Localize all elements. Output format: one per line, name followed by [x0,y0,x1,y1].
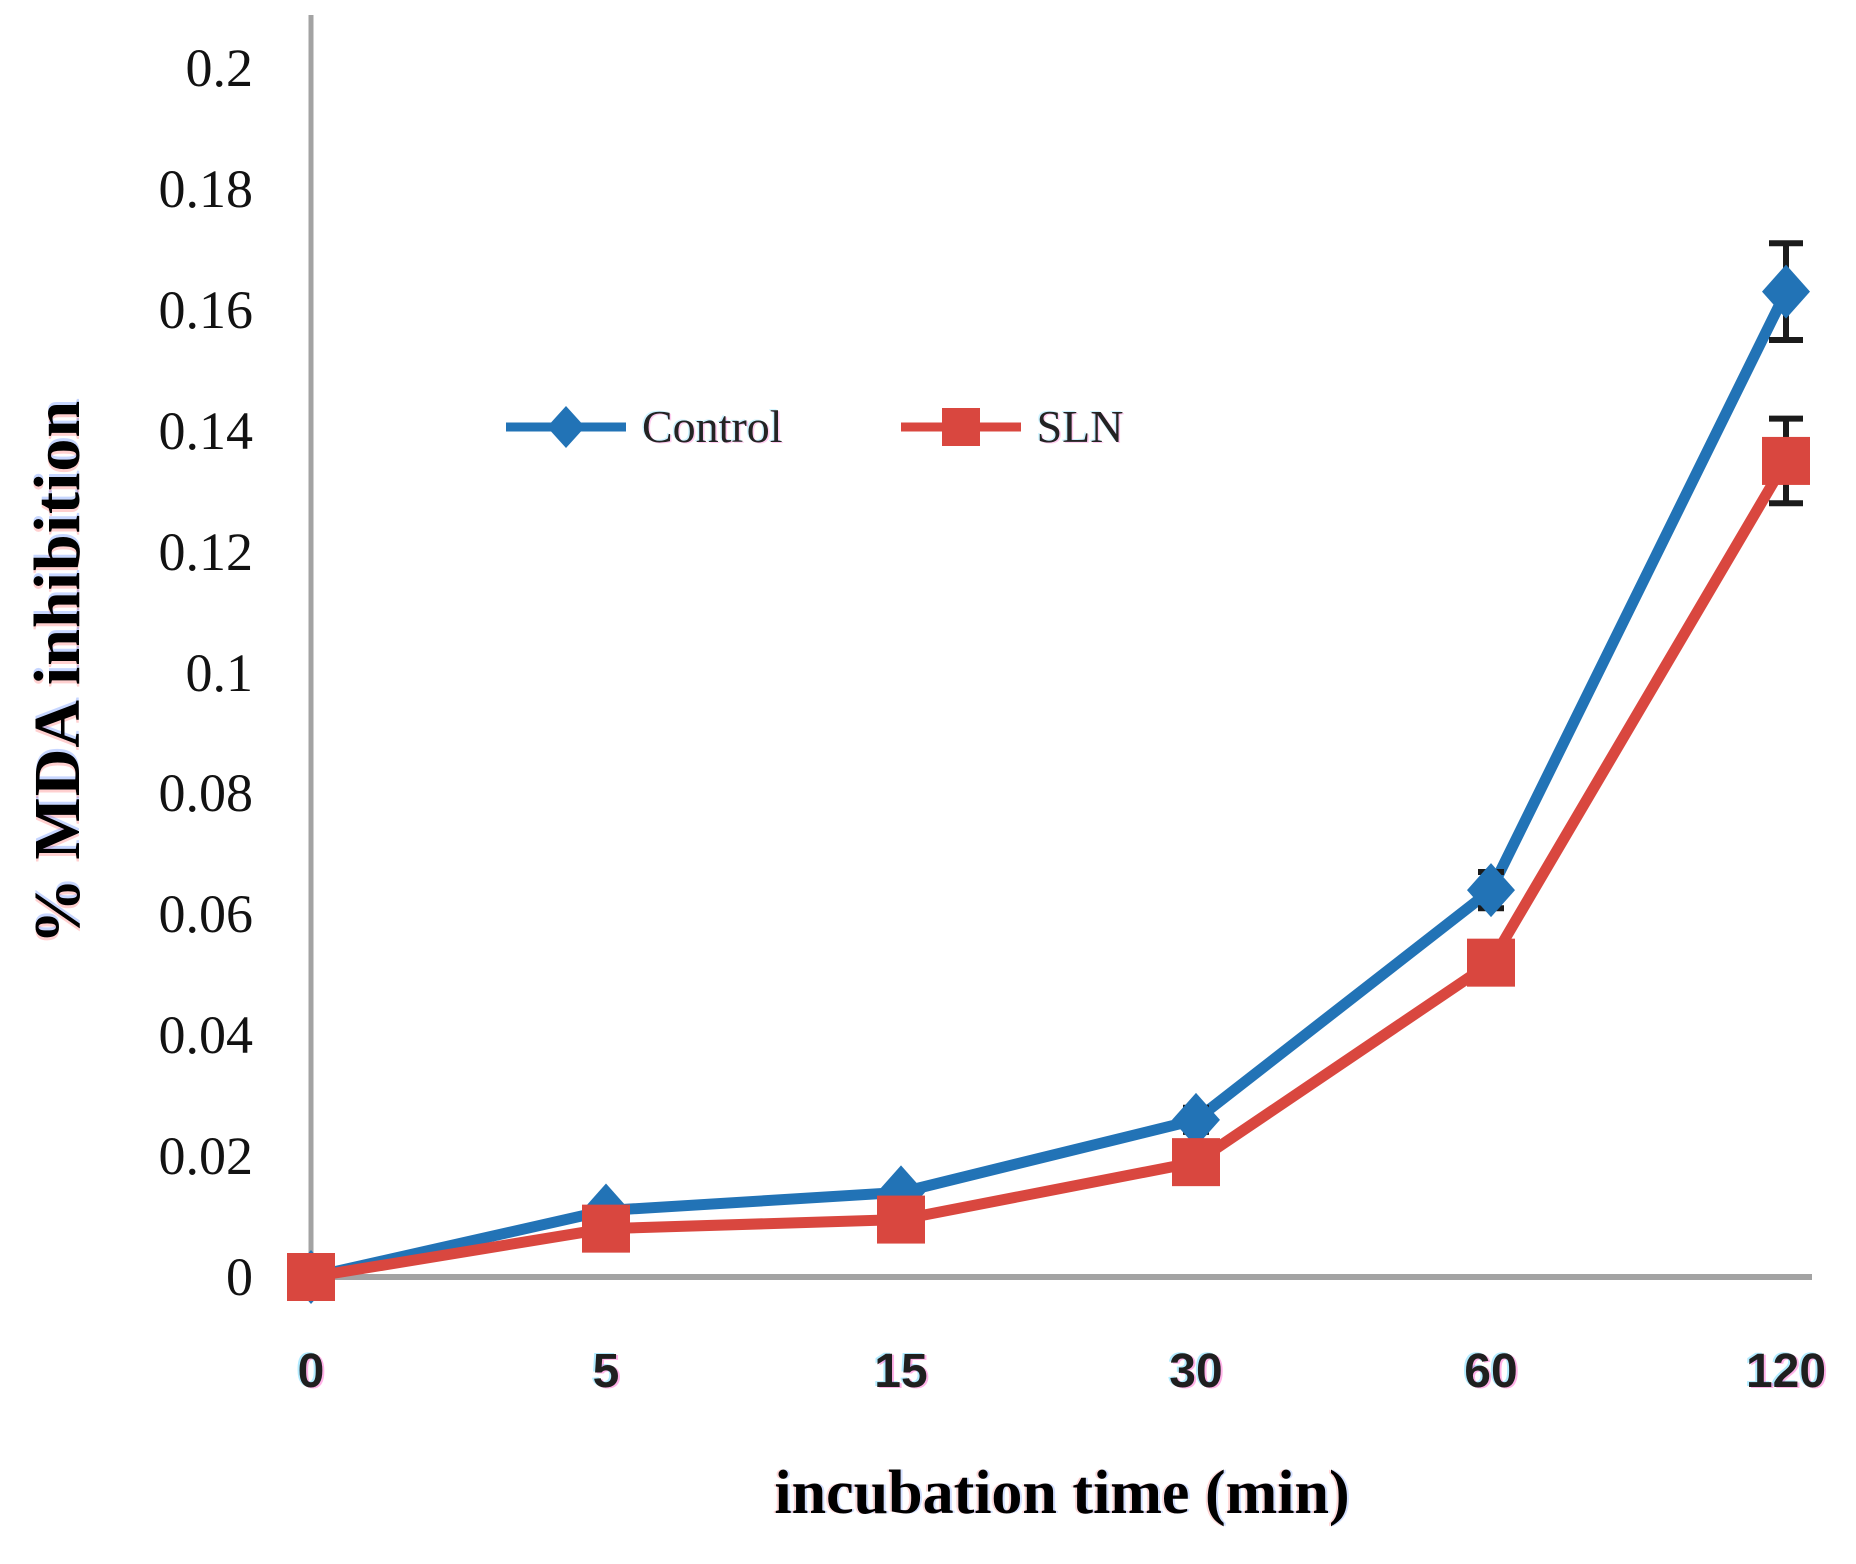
y-tick-label: 0.12 [158,521,254,582]
legend-item-control: Control [506,400,783,453]
x-tick-label: 5 [592,1345,620,1398]
x-tick-label: 120 [1745,1345,1827,1398]
x-tick-label: 0 [297,1345,325,1398]
legend-sln-label: SLN [1036,401,1124,452]
y-tick-label: 0.02 [158,1126,254,1187]
legend-item-sln: SLN [900,400,1124,453]
sln-square-marker [1172,1138,1220,1187]
sln-square-marker [582,1204,630,1253]
y-tick-label: 0.2 [185,38,254,98]
legend: Control SLN [506,400,1123,453]
y-tick-label: 0.16 [158,279,254,340]
sln-square-marker [877,1195,925,1244]
y-tick-label: 0.06 [158,884,254,945]
control-diamond-marker [1172,1092,1220,1147]
sln-square-marker [1467,938,1515,987]
legend-sln-swatch [900,407,1021,446]
y-tick-label: 0 [226,1247,253,1307]
control-diamond-marker [1762,264,1810,319]
legend-control-swatch [506,405,626,448]
y-tick-label: 0.14 [158,400,254,461]
x-tick-label: 30 [1169,1345,1223,1398]
x-tick-label: 15 [874,1345,928,1398]
y-tick-label: 0.1 [185,642,254,703]
sln-square-marker [1762,436,1810,485]
legend-control-diamond-marker [547,405,585,448]
legend-control-label: Control [642,401,783,452]
legend-sln-square-marker [941,407,980,446]
x-axis-title: incubation time (min) [774,1459,1350,1527]
sln-square-marker [287,1253,335,1301]
control-diamond-marker [1467,863,1515,918]
y-tick-label: 0.08 [158,763,254,824]
y-axis-title: % MDA inhibition [21,399,94,945]
y-tick-label: 0.18 [158,158,254,219]
x-tick-label: 60 [1464,1345,1518,1398]
control-line [309,289,1791,1283]
y-tick-label: 0.04 [158,1005,254,1066]
sln-line [310,458,1791,1283]
